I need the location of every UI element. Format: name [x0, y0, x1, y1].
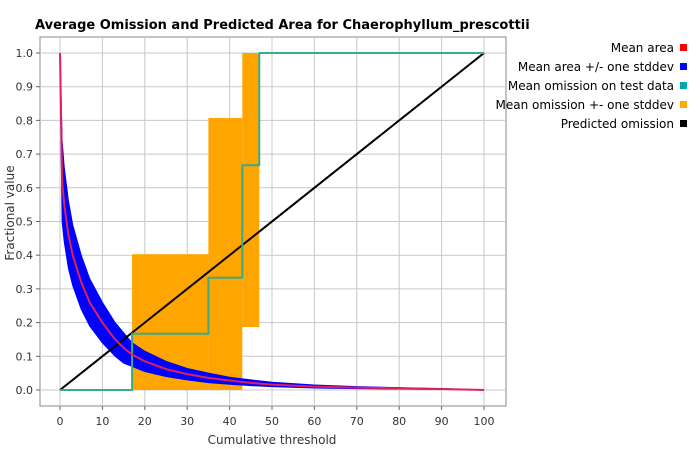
- x-tick-label: 60: [307, 415, 321, 428]
- mean-area-line: [59, 52, 485, 391]
- y-tick-label: 1.0: [16, 47, 34, 60]
- series-lines: [59, 52, 485, 391]
- chart-title: Average Omission and Predicted Area for …: [35, 18, 530, 33]
- grid-lines: [40, 37, 506, 406]
- x-tick-label: 100: [474, 415, 495, 428]
- y-tick-label: 0.1: [16, 350, 34, 363]
- x-tick-label: 40: [223, 415, 237, 428]
- x-tick-label: 80: [392, 415, 406, 428]
- legend-swatch: [680, 101, 687, 108]
- x-tick-label: 20: [138, 415, 152, 428]
- x-tick-label: 50: [265, 415, 279, 428]
- x-axis-label: Cumulative threshold: [208, 433, 337, 447]
- x-tick-label: 30: [180, 415, 194, 428]
- y-tick-label: 0.5: [16, 216, 34, 229]
- legend-swatch: [680, 44, 687, 51]
- legend-label: Predicted omission: [561, 117, 674, 131]
- legend-label: Mean area: [611, 41, 674, 55]
- x-tick-label: 70: [350, 415, 364, 428]
- x-tick-label: 0: [57, 415, 64, 428]
- legend-swatch: [680, 120, 687, 127]
- predicted-omission-line: [59, 52, 485, 391]
- y-tick-label: 0.2: [16, 317, 34, 330]
- y-axis-label: Fractional value: [3, 165, 17, 260]
- y-tick-label: 0.6: [16, 182, 34, 195]
- y-tick-label: 0.9: [16, 81, 34, 94]
- legend-swatch: [680, 63, 687, 70]
- legend-label: Mean omission on test data: [508, 79, 674, 93]
- legend: Mean area Mean area +/- one stddev Mean om…: [496, 41, 687, 131]
- x-axis-ticks: 0 10 20 30 40 50 60 70 80 90 100: [57, 406, 495, 428]
- legend-label: Mean area +/- one stddev: [518, 60, 674, 74]
- legend-swatch: [680, 82, 687, 89]
- legend-label: Mean omission +- one stddev: [496, 98, 675, 112]
- y-tick-label: 0.8: [16, 114, 34, 127]
- y-tick-label: 0.7: [16, 148, 34, 161]
- omission-stddev-band: [208, 118, 243, 390]
- y-axis-ticks: 0.0 0.1 0.2 0.3 0.4 0.5 0.6 0.7 0.8 0.9 1.0: [16, 47, 40, 397]
- mean-omission-line: [60, 52, 484, 391]
- omission-stddev-band: [242, 53, 260, 327]
- x-tick-label: 10: [95, 415, 109, 428]
- y-tick-label: 0.4: [16, 249, 34, 262]
- y-tick-label: 0.0: [16, 384, 34, 397]
- x-tick-label: 90: [435, 415, 449, 428]
- y-tick-label: 0.3: [16, 283, 34, 296]
